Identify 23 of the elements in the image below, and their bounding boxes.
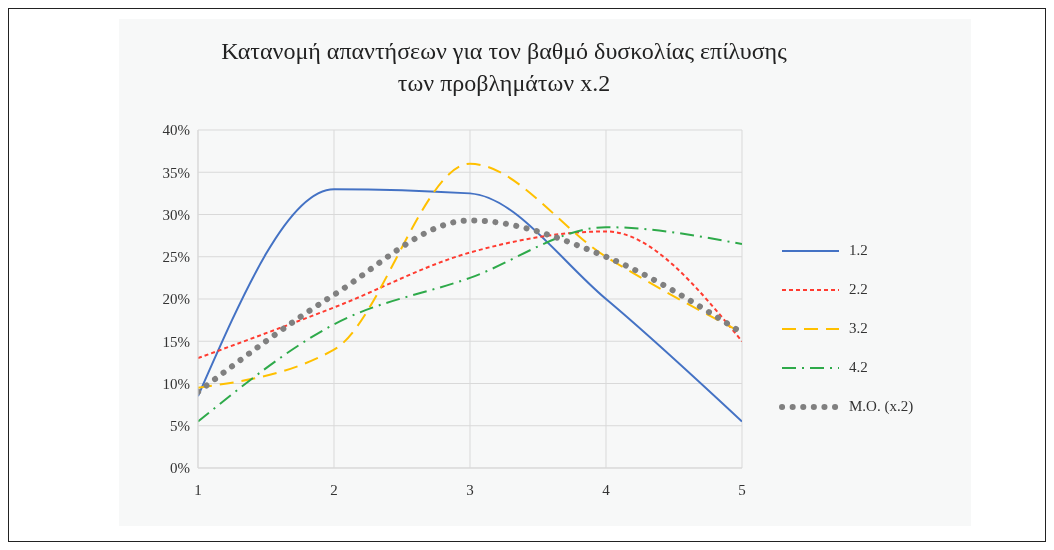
legend-label: 3.2 bbox=[849, 320, 868, 337]
x-tick-label: 2 bbox=[330, 481, 338, 498]
y-tick-label: 40% bbox=[162, 122, 190, 139]
y-tick-label: 10% bbox=[162, 375, 190, 392]
legend-label: M.O. (x.2) bbox=[849, 398, 914, 415]
y-tick-label: 15% bbox=[162, 333, 190, 350]
y-tick-label: 35% bbox=[162, 164, 190, 181]
x-tick-label: 4 bbox=[602, 481, 611, 498]
chart-title: Κατανομή απαντήσεων για τον βαθμό δυσκολίας επίλυσης των προβλημάτων x.2 bbox=[220, 37, 788, 98]
y-tick-label: 20% bbox=[162, 291, 190, 308]
line-series bbox=[198, 226, 742, 423]
legend-label: 1.2 bbox=[849, 242, 868, 259]
y-tick-label: 30% bbox=[162, 206, 190, 223]
x-tick-label: 3 bbox=[466, 481, 474, 498]
legend-label: 4.2 bbox=[849, 359, 868, 376]
line-series bbox=[198, 230, 742, 360]
legend-label: 2.2 bbox=[849, 281, 868, 298]
y-tick-label: 5% bbox=[170, 418, 190, 435]
y-tick-label: 0% bbox=[170, 460, 190, 477]
x-tick-label: 1 bbox=[194, 481, 202, 498]
x-tick-label: 5 bbox=[738, 481, 746, 498]
y-tick-label: 25% bbox=[162, 249, 190, 266]
line-series bbox=[198, 188, 742, 423]
